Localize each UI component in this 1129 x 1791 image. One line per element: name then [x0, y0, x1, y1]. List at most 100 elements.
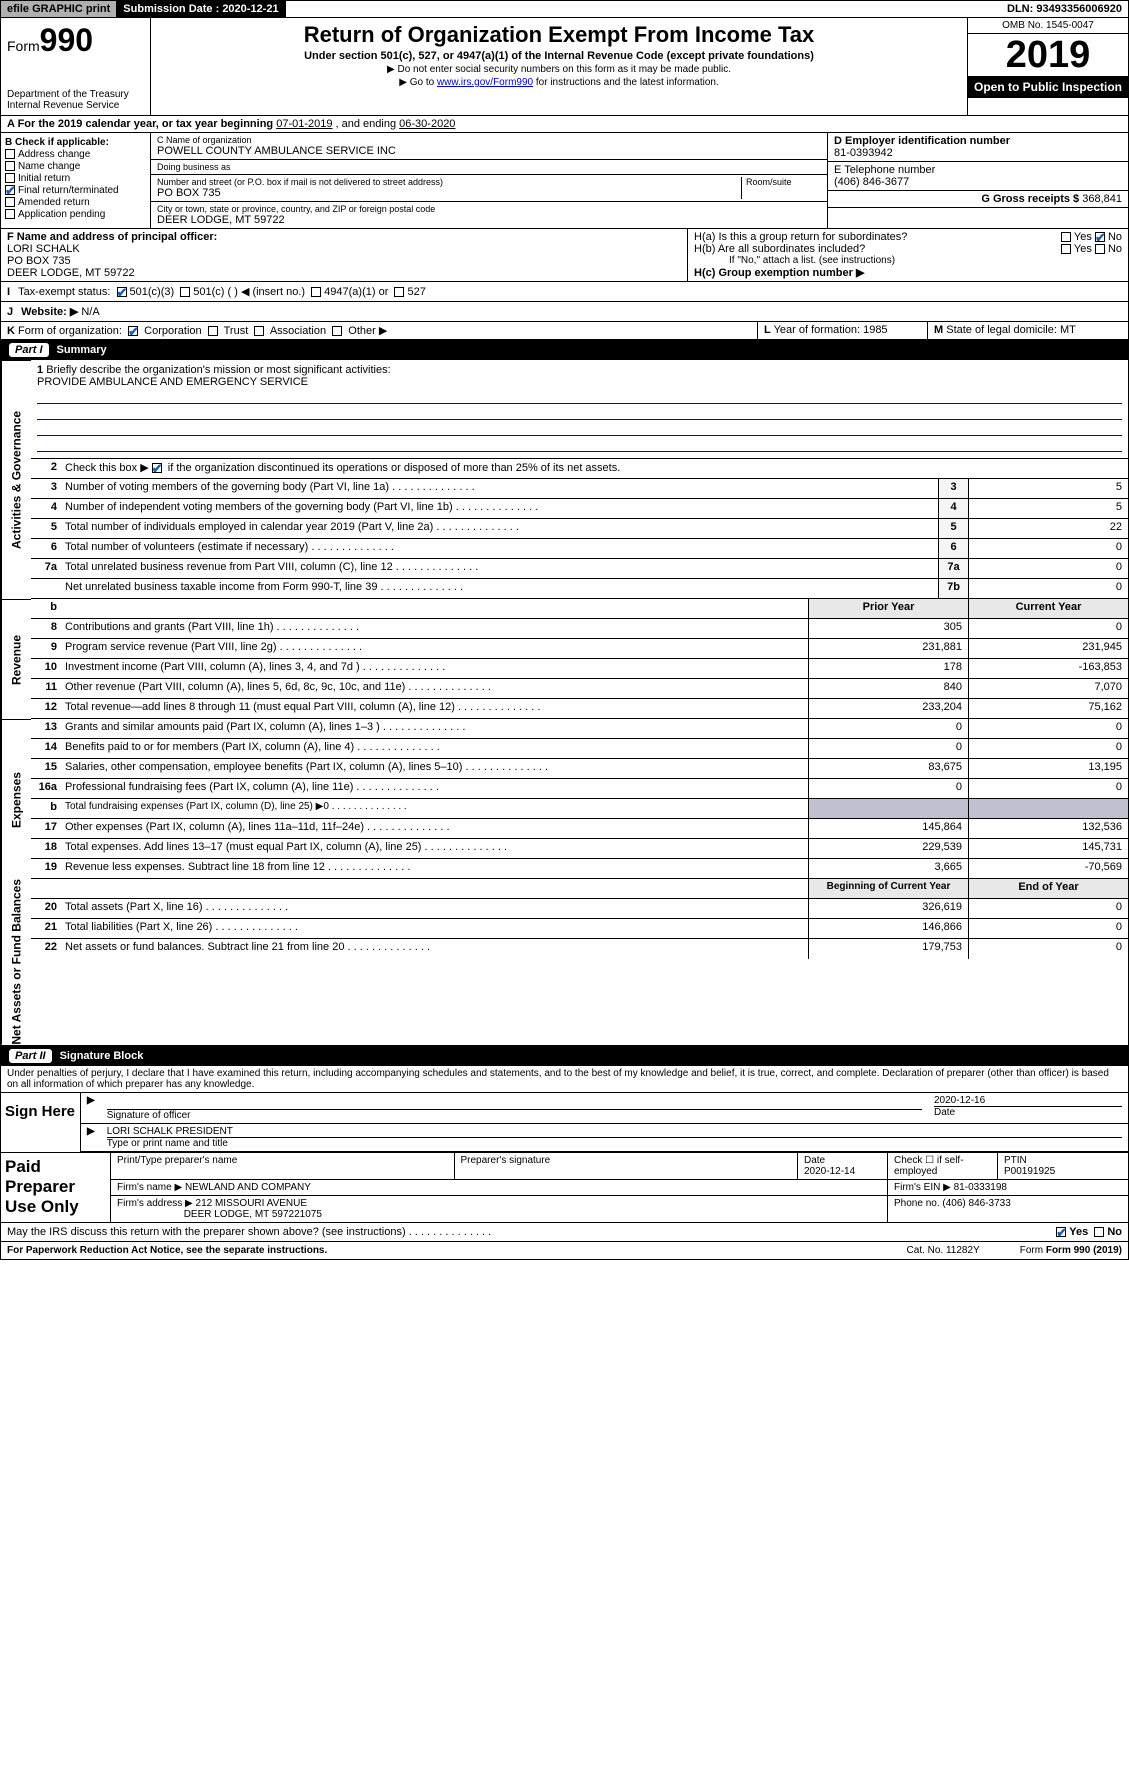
cb-ha-yes[interactable]: [1061, 232, 1071, 242]
cb-other[interactable]: [332, 326, 342, 336]
line-2: 2 Check this box ▶ if the organization d…: [31, 459, 1128, 479]
line-a: A For the 2019 calendar year, or tax yea…: [0, 116, 1129, 133]
table-row: 18Total expenses. Add lines 13–17 (must …: [31, 839, 1128, 859]
cb-address-change[interactable]: [5, 149, 15, 159]
table-row: 16aProfessional fundraising fees (Part I…: [31, 779, 1128, 799]
table-row: 21Total liabilities (Part X, line 26)146…: [31, 919, 1128, 939]
org-name: POWELL COUNTY AMBULANCE SERVICE INC: [157, 145, 821, 157]
table-row: 8Contributions and grants (Part VIII, li…: [31, 619, 1128, 639]
cb-4947[interactable]: [311, 287, 321, 297]
cb-application-pending[interactable]: [5, 209, 15, 219]
section-bcdeg: B Check if applicable: Address change Na…: [0, 133, 1129, 229]
governance-section: Activities & Governance 1 Briefly descri…: [0, 360, 1129, 599]
cb-discuss-yes[interactable]: [1056, 1227, 1066, 1237]
cb-hb-no[interactable]: [1095, 244, 1105, 254]
table-row: bTotal fundraising expenses (Part IX, co…: [31, 799, 1128, 819]
table-row: 11Other revenue (Part VIII, column (A), …: [31, 679, 1128, 699]
form-header: Form990 Department of the Treasury Inter…: [0, 18, 1129, 116]
table-row: 19Revenue less expenses. Subtract line 1…: [31, 859, 1128, 879]
table-row: 22Net assets or fund balances. Subtract …: [31, 939, 1128, 959]
gross-receipts: 368,841: [1082, 193, 1122, 205]
org-city: DEER LODGE, MT 59722: [157, 214, 821, 226]
box-j: J Website: ▶ N/A: [0, 302, 1129, 322]
cb-trust[interactable]: [208, 326, 218, 336]
box-i: I Tax-exempt status: 501(c)(3) 501(c) ( …: [0, 282, 1129, 302]
cb-501c3[interactable]: [117, 287, 127, 297]
side-revenue: Revenue: [1, 599, 31, 719]
signer-name: LORI SCHALK PRESIDENT: [107, 1126, 1122, 1137]
box-h: H(a) Is this a group return for subordin…: [688, 229, 1128, 281]
net-header-row: Beginning of Current Year End of Year: [31, 879, 1128, 899]
efile-button[interactable]: efile GRAPHIC print: [1, 1, 117, 17]
table-row: 7aTotal unrelated business revenue from …: [31, 559, 1128, 579]
irs-link[interactable]: www.irs.gov/Form990: [437, 77, 533, 88]
table-row: 15Salaries, other compensation, employee…: [31, 759, 1128, 779]
phone: (406) 846-3677: [834, 176, 909, 188]
form-number: Form990: [7, 22, 144, 59]
cb-ha-no[interactable]: [1095, 232, 1105, 242]
cb-527[interactable]: [394, 287, 404, 297]
table-row: 4Number of independent voting members of…: [31, 499, 1128, 519]
org-address: PO BOX 735: [157, 187, 741, 199]
cb-final-return[interactable]: [5, 185, 15, 195]
cb-corp[interactable]: [128, 326, 138, 336]
preparer-phone: (406) 846-3733: [942, 1198, 1010, 1209]
mission-block: 1 Briefly describe the organization's mi…: [31, 360, 1128, 459]
signature-block: Under penalties of perjury, I declare th…: [0, 1066, 1129, 1223]
dept-label: Department of the Treasury Internal Reve…: [7, 89, 144, 111]
ein: 81-0393942: [834, 147, 893, 159]
page-footer: For Paperwork Reduction Act Notice, see …: [0, 1242, 1129, 1260]
table-row: 12Total revenue—add lines 8 through 11 (…: [31, 699, 1128, 719]
cb-discuss-no[interactable]: [1094, 1227, 1104, 1237]
top-bar: efile GRAPHIC print Submission Date : 20…: [0, 0, 1129, 18]
col-header-row: b Prior Year Current Year: [31, 599, 1128, 619]
ptin: P00191925: [1004, 1166, 1055, 1177]
arrow-icon: ▶: [81, 1093, 101, 1123]
table-row: 9Program service revenue (Part VIII, lin…: [31, 639, 1128, 659]
cb-amended-return[interactable]: [5, 197, 15, 207]
form-title: Return of Organization Exempt From Incom…: [161, 22, 957, 48]
omb-number: OMB No. 1545-0047: [968, 18, 1128, 34]
cb-name-change[interactable]: [5, 161, 15, 171]
note-ssn: ▶ Do not enter social security numbers o…: [161, 64, 957, 75]
revenue-section: Revenue b Prior Year Current Year 8Contr…: [0, 599, 1129, 719]
sign-date: 2020-12-16: [934, 1095, 1122, 1106]
expenses-section: Expenses 13Grants and similar amounts pa…: [0, 719, 1129, 879]
mission-text: PROVIDE AMBULANCE AND EMERGENCY SERVICE: [37, 376, 308, 388]
box-c: C Name of organization POWELL COUNTY AMB…: [151, 133, 828, 228]
firm-name: NEWLAND AND COMPANY: [185, 1182, 311, 1193]
side-net: Net Assets or Fund Balances: [1, 879, 31, 1045]
cb-hb-yes[interactable]: [1061, 244, 1071, 254]
cb-discontinued[interactable]: [152, 463, 162, 473]
submission-date-button[interactable]: Submission Date : 2020-12-21: [117, 1, 285, 17]
arrow-icon: ▶: [81, 1124, 101, 1151]
box-f: F Name and address of principal officer:…: [1, 229, 688, 281]
table-row: 10Investment income (Part VIII, column (…: [31, 659, 1128, 679]
note-link: ▶ Go to www.irs.gov/Form990 for instruct…: [161, 77, 957, 88]
cb-501c[interactable]: [180, 287, 190, 297]
website: N/A: [81, 306, 99, 318]
tax-year: 2019: [968, 34, 1128, 76]
cb-assoc[interactable]: [254, 326, 264, 336]
side-expenses: Expenses: [1, 719, 31, 879]
table-row: 13Grants and similar amounts paid (Part …: [31, 719, 1128, 739]
box-klm: K Form of organization: Corporation Trus…: [0, 322, 1129, 340]
table-row: 6Total number of volunteers (estimate if…: [31, 539, 1128, 559]
table-row: 14Benefits paid to or for members (Part …: [31, 739, 1128, 759]
section-fh: F Name and address of principal officer:…: [0, 229, 1129, 282]
open-inspection: Open to Public Inspection: [968, 76, 1128, 98]
cb-initial-return[interactable]: [5, 173, 15, 183]
table-row: 17Other expenses (Part IX, column (A), l…: [31, 819, 1128, 839]
net-assets-section: Net Assets or Fund Balances Beginning of…: [0, 879, 1129, 1046]
discuss-row: May the IRS discuss this return with the…: [0, 1223, 1129, 1242]
box-deg: D Employer identification number 81-0393…: [828, 133, 1128, 228]
box-b: B Check if applicable: Address change Na…: [1, 133, 151, 228]
sign-here-label: Sign Here: [1, 1093, 81, 1152]
part-ii-header: Part II Signature Block: [0, 1046, 1129, 1066]
paid-preparer-block: Paid Preparer Use Only Print/Type prepar…: [1, 1152, 1128, 1222]
side-governance: Activities & Governance: [1, 360, 31, 599]
table-row: 5Total number of individuals employed in…: [31, 519, 1128, 539]
table-row: Net unrelated business taxable income fr…: [31, 579, 1128, 599]
penalties-text: Under penalties of perjury, I declare th…: [1, 1066, 1128, 1093]
firm-ein: 81-0333198: [954, 1182, 1007, 1193]
